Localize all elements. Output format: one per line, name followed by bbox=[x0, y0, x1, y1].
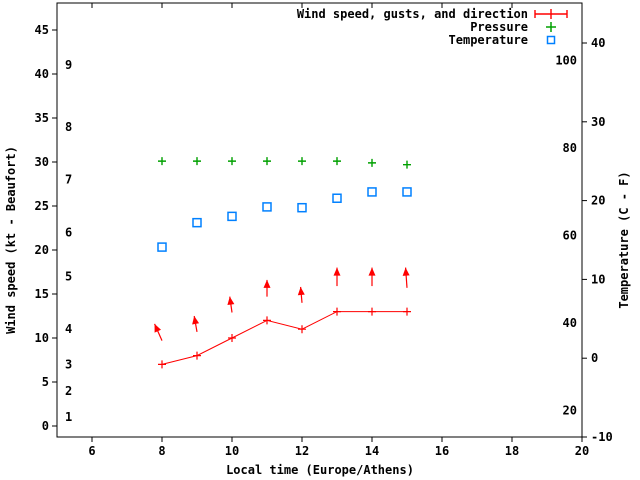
legend-label-temperature: Temperature bbox=[448, 32, 528, 47]
temperature-point bbox=[367, 187, 377, 197]
temperature-point bbox=[262, 202, 272, 212]
gust-arrow-head bbox=[402, 267, 410, 276]
y2-inner-label-fahrenheit: 100 bbox=[555, 54, 577, 68]
y1-tick-label-kt: 20 bbox=[35, 243, 49, 257]
y2-tick-label-celsius: -10 bbox=[591, 430, 613, 444]
y1-inner-label-beaufort: 6 bbox=[65, 225, 72, 239]
temperature-square-icon bbox=[546, 35, 556, 44]
pressure-point bbox=[368, 158, 376, 167]
x-axis-title-local-time: Local time (Europe/Athens) bbox=[226, 463, 414, 477]
y2-inner-label-fahrenheit: 40 bbox=[563, 316, 577, 330]
x-tick-label: 12 bbox=[295, 444, 309, 458]
gust-arrow-head bbox=[227, 296, 235, 306]
y1-tick-label-kt: 10 bbox=[35, 331, 49, 345]
y1-inner-label-beaufort: 8 bbox=[65, 120, 72, 134]
pressure-point bbox=[193, 157, 201, 166]
y1-inner-label-beaufort: 5 bbox=[65, 269, 72, 283]
wind-speed-point bbox=[298, 325, 306, 334]
y1-inner-label-beaufort: 1 bbox=[65, 410, 72, 424]
pressure-point bbox=[333, 157, 341, 166]
x-tick-label: 8 bbox=[158, 444, 165, 458]
y1-tick-label-kt: 35 bbox=[35, 111, 49, 125]
y1-tick-label-kt: 30 bbox=[35, 155, 49, 169]
legend: Wind speed, gusts, and direction Pressur… bbox=[296, 6, 568, 47]
legend-label-pressure: Pressure bbox=[470, 19, 528, 34]
y1-inner-label-beaufort: 7 bbox=[65, 173, 72, 187]
legend-entry-wind: Wind speed, gusts, and direction bbox=[296, 6, 568, 21]
temperature-point bbox=[332, 193, 342, 203]
y2-tick-label-celsius: 0 bbox=[591, 351, 598, 365]
pressure-point bbox=[403, 160, 411, 169]
pressure-plus-icon bbox=[546, 21, 556, 32]
wind-speed-point bbox=[368, 307, 376, 316]
y2-inner-label-fahrenheit: 20 bbox=[563, 404, 577, 418]
wind-speed-point bbox=[263, 316, 271, 325]
y1-inner-label-beaufort: 2 bbox=[65, 384, 72, 398]
pressure-point bbox=[158, 157, 166, 166]
gust-arrow-head bbox=[154, 323, 162, 333]
plot-border bbox=[56, 2, 583, 438]
y1-tick-label-kt: 40 bbox=[35, 67, 49, 81]
pressure-point bbox=[263, 157, 271, 166]
y1-tick-label-kt: 45 bbox=[35, 23, 49, 37]
y1-inner-label-beaufort: 4 bbox=[65, 322, 72, 336]
legend-entry-pressure: Pressure bbox=[297, 19, 568, 34]
y1-tick-label-kt: 25 bbox=[35, 199, 49, 213]
wind-speed-point bbox=[333, 307, 341, 316]
pressure-point bbox=[228, 157, 236, 166]
temperature-point bbox=[157, 242, 167, 252]
x-tick-label: 10 bbox=[225, 444, 239, 458]
x-tick-label: 16 bbox=[435, 444, 449, 458]
wind-speed-point bbox=[403, 307, 411, 316]
x-tick-label: 20 bbox=[575, 444, 589, 458]
y1-tick-label-kt: 0 bbox=[42, 419, 49, 433]
y2-inner-label-fahrenheit: 60 bbox=[563, 229, 577, 243]
y2-tick-label-celsius: 20 bbox=[591, 194, 605, 208]
legend-label-wind: Wind speed, gusts, and direction bbox=[296, 6, 528, 21]
y2-inner-label-fahrenheit: 80 bbox=[563, 141, 577, 155]
gust-arrow-head bbox=[192, 316, 200, 325]
gust-arrow-head bbox=[368, 267, 376, 276]
gust-arrow-head bbox=[297, 286, 305, 296]
y-axis-title-wind-speed: Wind speed (kt - Beaufort) bbox=[4, 146, 18, 334]
x-tick-label: 14 bbox=[365, 444, 379, 458]
gust-arrow-head bbox=[263, 279, 271, 288]
temperature-point bbox=[227, 211, 237, 222]
x-tick-label: 18 bbox=[505, 444, 519, 458]
y1-tick-label-kt: 15 bbox=[35, 287, 49, 301]
wind-errorbar-sample-icon bbox=[534, 8, 568, 19]
gust-arrow-head bbox=[333, 267, 341, 276]
temperature-point bbox=[192, 217, 202, 228]
wind-speed-point bbox=[158, 360, 166, 369]
y1-inner-label-beaufort: 3 bbox=[65, 357, 72, 371]
y2-tick-label-celsius: 40 bbox=[591, 36, 605, 50]
temperature-point bbox=[297, 202, 307, 213]
y2-tick-label-celsius: 10 bbox=[591, 272, 605, 286]
legend-entry-temperature: Temperature bbox=[297, 32, 568, 47]
wind-speed-point bbox=[193, 351, 201, 360]
wind-speed-line bbox=[161, 311, 407, 365]
y1-tick-label-kt: 5 bbox=[42, 375, 49, 389]
pressure-point bbox=[298, 157, 306, 166]
x-tick-label: 6 bbox=[88, 444, 95, 458]
temperature-point bbox=[402, 187, 412, 197]
y1-inner-label-beaufort: 9 bbox=[65, 58, 72, 72]
y-axis-title-temperature: Temperature (C - F) bbox=[617, 171, 631, 309]
wind-speed-point bbox=[228, 334, 236, 342]
y2-tick-label-celsius: 30 bbox=[591, 115, 605, 129]
